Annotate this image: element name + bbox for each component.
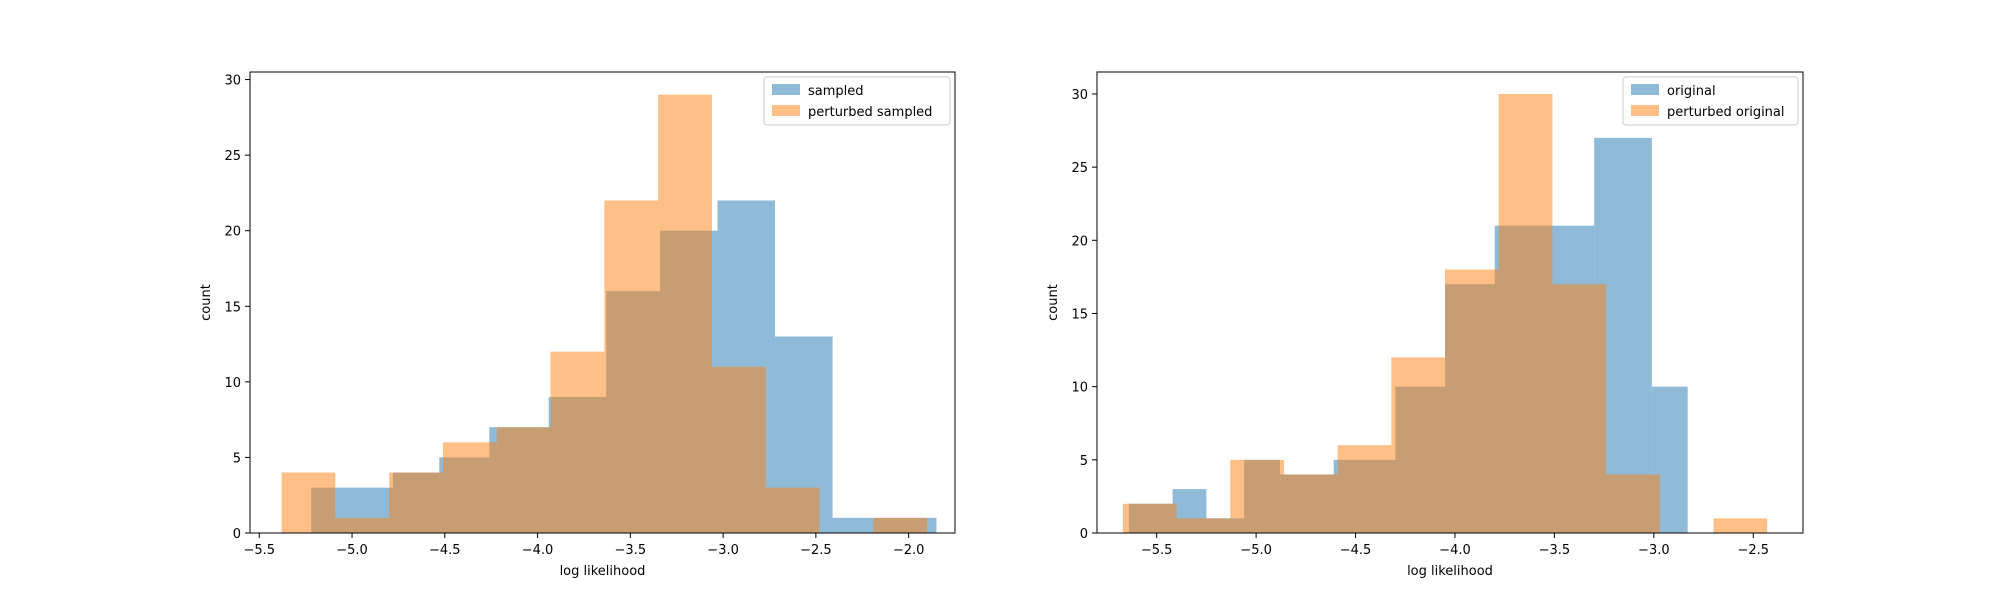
x-tick-label: −3.0 [1638,543,1670,558]
histogram-bar [1498,93,1553,533]
histogram-bar [604,200,659,533]
histogram-bar [1230,459,1284,533]
chart-2: −5.5 −5.0 −4.5 −4.0 −3.5 −3.0 −2.5 0 5 10 15 20 25 30… [1046,71,1804,579]
y-tick-label: 15 [1071,307,1088,322]
legend-swatch [772,84,800,95]
y-axis-label: count [1046,284,1061,321]
series-perturbed-sampled [281,94,928,534]
x-tick-label: −4.0 [522,543,554,558]
y-tick-label: 10 [1071,381,1088,396]
legend-box [1622,76,1799,126]
y-tick-label: 5 [1080,454,1088,469]
x-tick-label: −3.5 [615,543,647,558]
x-tick-label: −3.0 [707,543,739,558]
y-tick-label: 0 [233,527,241,542]
legend-label: original [1667,84,1716,99]
series-perturbed-original [1122,93,1768,533]
x-tick-label: −2.0 [893,543,925,558]
histogram-bar [711,366,766,533]
histogram-bar [389,472,443,533]
histogram-bar [335,517,390,533]
legend-label: sampled [808,84,864,99]
histogram-bar [442,442,497,533]
legend-swatch [772,105,800,116]
legend-swatch [1631,105,1659,116]
x-tick-label: −2.5 [1737,543,1769,558]
histogram-bar [1337,445,1392,533]
x-tick-label: −4.5 [1340,543,1372,558]
x-tick-label: −5.0 [1240,543,1272,558]
histogram-bar [1176,518,1231,533]
y-tick-label: 20 [224,225,241,240]
legend-label: perturbed original [1667,105,1785,120]
legend-swatch [1631,84,1659,95]
x-tick-label: −3.5 [1539,543,1571,558]
x-tick-label: −2.5 [800,543,832,558]
histogram-bar [281,472,336,533]
histogram-bar [1713,518,1768,533]
histogram-bar [496,427,551,533]
y-tick-label: 10 [224,376,241,391]
histogram-bar [873,517,928,533]
x-axis-label: log likelihood [560,564,646,579]
histogram-bar [658,94,712,534]
y-tick-label: 30 [224,74,241,89]
y-tick-label: 15 [224,300,241,315]
legend: original perturbed original [1622,76,1799,126]
chart-1: −5.5 −5.0 −4.5 −4.0 −3.5 −3.0 −2.5 −2.0 0 5 10 15 20… [199,71,956,579]
x-tick-label: −4.5 [429,543,461,558]
histogram-bar [765,487,820,533]
histogram-bar [832,517,885,533]
y-tick-label: 30 [1071,88,1088,103]
histogram-bar [550,351,605,533]
histogram-bar [1283,474,1338,533]
y-tick-label: 20 [1071,234,1088,249]
y-tick-label: 0 [1080,527,1088,542]
x-axis-label: log likelihood [1407,564,1493,579]
histogram-bar [1122,503,1177,533]
y-axis-label: count [199,284,214,321]
plot-frame [1096,71,1804,534]
histogram-bar [1552,284,1607,533]
histogram-bar [1391,357,1446,533]
histogram-bar [1445,269,1499,533]
x-tick-label: −5.5 [1141,543,1173,558]
y-tick-label: 25 [224,149,241,164]
plot-frame [249,71,956,534]
legend-label: perturbed sampled [808,105,932,120]
histogram-bar [1606,474,1660,533]
x-tick-label: −5.5 [243,543,275,558]
x-tick-label: −5.0 [336,543,368,558]
legend-box [763,76,951,126]
y-tick-label: 5 [233,451,241,466]
x-tick-label: −4.0 [1439,543,1471,558]
legend: sampled perturbed sampled [763,76,951,126]
y-tick-label: 25 [1071,161,1088,176]
